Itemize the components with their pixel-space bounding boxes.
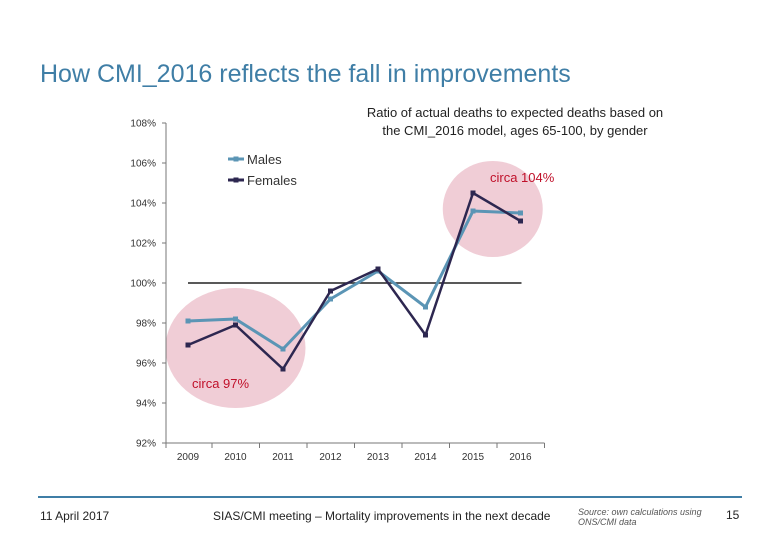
chart-axis: 92% 94% 96% 98% 100% 102% 104% 106% 108% 2009 2010… <box>130 119 545 463</box>
y-tick-label: 100% <box>130 279 156 290</box>
data-point-males <box>423 304 428 310</box>
y-tick-label: 108% <box>130 119 156 130</box>
data-point-males <box>185 318 191 324</box>
data-point-females <box>328 288 333 294</box>
annotations: circa 104% circa 97% <box>192 170 555 391</box>
y-tick-label: 98% <box>136 319 156 330</box>
x-tick-label: 2014 <box>414 452 437 463</box>
data-point-females <box>375 266 381 272</box>
annotation-label-0: circa 104% <box>490 170 555 185</box>
legend-label-females: Females <box>247 173 297 188</box>
x-tick-label: 2011 <box>272 452 294 463</box>
page-number: 15 <box>726 508 740 522</box>
chart-title: Ratio of actual deaths to expected death… <box>366 105 664 138</box>
x-tick-label: 2016 <box>509 452 532 463</box>
data-point-males <box>470 208 476 214</box>
series-line-males <box>187 209 521 351</box>
annotation-label-1: circa 97% <box>192 376 250 391</box>
x-tick-label: 2012 <box>319 452 342 463</box>
highlight-regions <box>165 161 543 408</box>
highlight-ellipse-1 <box>442 161 543 257</box>
x-tick-label: 2015 <box>462 452 485 463</box>
y-tick-label: 94% <box>136 399 156 410</box>
data-point-males <box>280 346 286 352</box>
data-point-females <box>423 332 428 338</box>
footer-source: Source: own calculations using ONS/CMI d… <box>578 507 702 527</box>
legend-marker-females <box>233 177 239 183</box>
x-tick-label: 2013 <box>367 452 390 463</box>
legend-label-males: Males <box>247 152 282 167</box>
series-line-females <box>187 191 522 371</box>
footer-meeting: SIAS/CMI meeting – Mortality improvement… <box>213 509 551 523</box>
y-tick-label: 96% <box>136 359 156 370</box>
x-tick-label: 2009 <box>177 452 200 463</box>
data-point-males <box>328 296 333 302</box>
data-point-females <box>470 190 476 196</box>
series-lines <box>185 190 523 372</box>
data-point-males <box>518 210 523 216</box>
y-tick-label: 106% <box>130 159 156 170</box>
y-tick-label: 92% <box>136 439 156 450</box>
data-point-males <box>233 316 238 322</box>
data-point-females <box>518 218 523 224</box>
footer-divider <box>38 496 742 498</box>
legend-marker-males <box>233 156 239 162</box>
y-tick-label: 104% <box>130 199 156 210</box>
x-tick-label: 2010 <box>224 452 247 463</box>
highlight-ellipse-0 <box>165 288 306 408</box>
data-point-females <box>280 366 286 372</box>
slide-title: How CMI_2016 reflects the fall in improv… <box>40 60 571 88</box>
legend: Males Females <box>228 152 297 188</box>
y-tick-label: 102% <box>130 239 156 250</box>
data-point-females <box>185 342 191 348</box>
data-point-females <box>233 322 238 328</box>
line-chart: 92% 94% 96% 98% 100% 102% 104% 106% 108% 2009 2010… <box>130 119 555 464</box>
footer-date: 11 April 2017 <box>40 509 110 523</box>
